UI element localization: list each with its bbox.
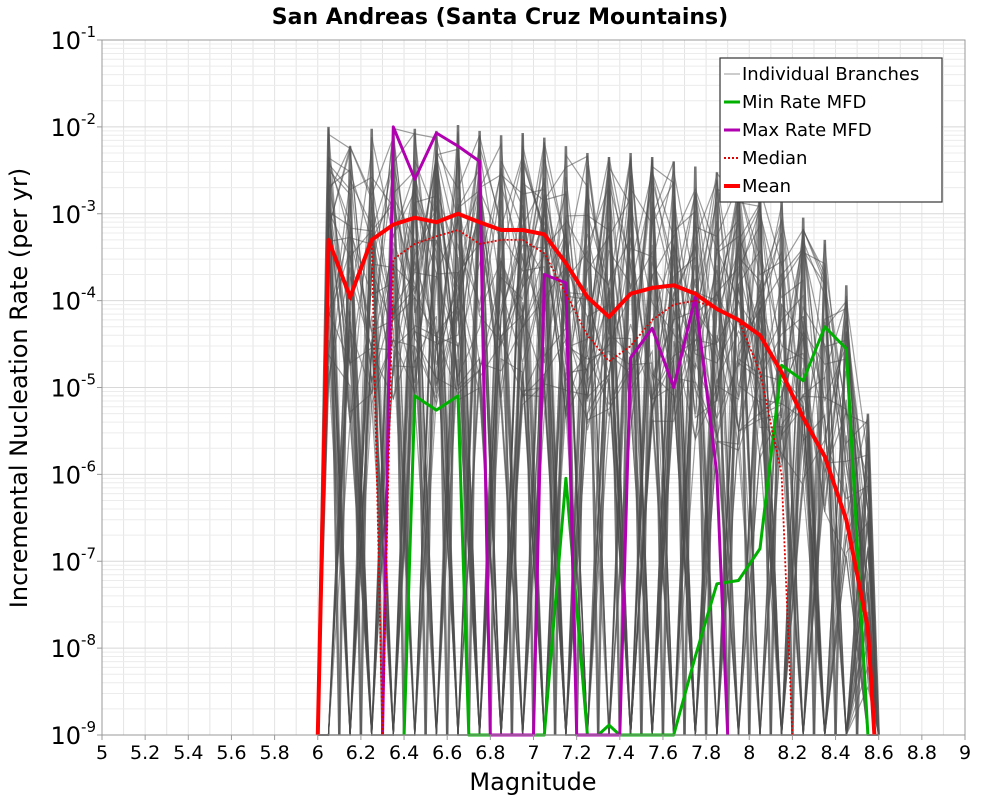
x-tick-label: 5.8 [259, 742, 289, 764]
branch-line [317, 168, 880, 736]
y-tick-label: 10-2 [50, 110, 96, 142]
branch-spike [575, 152, 600, 736]
branch-spike [402, 128, 427, 736]
x-tick-label: 7.4 [605, 742, 635, 764]
branch-spike [683, 166, 708, 736]
y-axis-label: Incremental Nucleation Rate (per yr) [5, 168, 33, 608]
x-tick-label: 8.2 [777, 742, 807, 764]
x-tick-label: 7.8 [691, 742, 721, 764]
branch-spike [338, 146, 363, 736]
y-tick-label: 10-6 [50, 457, 96, 489]
x-tick-label: 8.4 [820, 742, 850, 764]
legend-box [719, 57, 943, 203]
legend-label: Individual Branches [742, 64, 919, 85]
branch-spike [791, 217, 816, 736]
branch-spike [812, 239, 837, 736]
x-tick-label: 8.8 [907, 742, 937, 764]
branch-spike [640, 156, 665, 736]
branch-line [317, 153, 880, 736]
branch-spike [445, 124, 471, 736]
x-axis-ticks: 5 5.2 5.4 5.6 5.8 6 6.2 6.4 6.6 6.8 7 7.2 7.4 7.6 7.8 8… [96, 735, 971, 764]
branch-spike [596, 156, 622, 736]
x-tick-label: 7.2 [562, 742, 592, 764]
y-tick-label: 10-7 [50, 544, 96, 576]
legend-label: Max Rate MFD [742, 120, 872, 141]
branch-line [317, 135, 880, 736]
legend-label: Median [742, 148, 807, 169]
series-mean-line [315, 211, 877, 736]
branch-line [317, 178, 880, 736]
x-tick-label: 6.4 [389, 742, 419, 764]
x-axis-label: Magnitude [469, 768, 596, 796]
x-tick-label: 5.4 [173, 742, 203, 764]
x-tick-label: 6.2 [346, 742, 376, 764]
legend-label: Mean [742, 176, 791, 197]
x-tick-label: 7 [527, 742, 539, 764]
branch-spike [704, 172, 729, 736]
x-tick-label: 6 [312, 742, 324, 764]
branch-line [317, 158, 880, 736]
x-tick-label: 5.6 [216, 742, 246, 764]
x-tick-label: 8.6 [864, 742, 894, 764]
branch-spike [510, 132, 535, 736]
x-tick-label: 7.6 [648, 742, 678, 764]
y-tick-label: 10-1 [50, 23, 96, 55]
y-tick-label: 10-5 [50, 371, 96, 403]
y-tick-label: 10-4 [50, 284, 96, 316]
x-tick-label: 5.2 [130, 742, 160, 764]
y-tick-label: 10-3 [50, 197, 96, 229]
x-tick-label: 5 [96, 742, 108, 764]
chart-title: San Andreas (Santa Cruz Mountains) [272, 5, 728, 30]
branch-line [317, 150, 879, 736]
x-tick-label: 8 [743, 742, 755, 764]
branch-spike [834, 285, 859, 736]
branch-line [317, 132, 879, 736]
y-tick-label: 10-9 [50, 718, 96, 750]
branch-spike [661, 161, 686, 736]
branch-line [317, 157, 880, 736]
branch-spike [618, 152, 643, 736]
y-axis-ticks: 10-9 10-8 10-7 10-6 10-5 10-4 10-3 10-2 10-1 [50, 23, 102, 750]
y-tick-label: 10-8 [50, 631, 96, 663]
legend-label: Min Rate MFD [742, 92, 866, 113]
series-median-line [316, 229, 794, 736]
series-max-rate-mfd-line [381, 125, 730, 737]
branch-line [317, 142, 880, 736]
x-tick-label: 9 [959, 742, 971, 764]
legend: Individual Branches Min Rate MFD Max Rate … [719, 57, 943, 203]
x-tick-label: 6.8 [475, 742, 505, 764]
branch-line [317, 146, 879, 736]
branch-spike [489, 135, 514, 736]
branch-spike [424, 130, 449, 736]
x-tick-label: 6.6 [432, 742, 462, 764]
